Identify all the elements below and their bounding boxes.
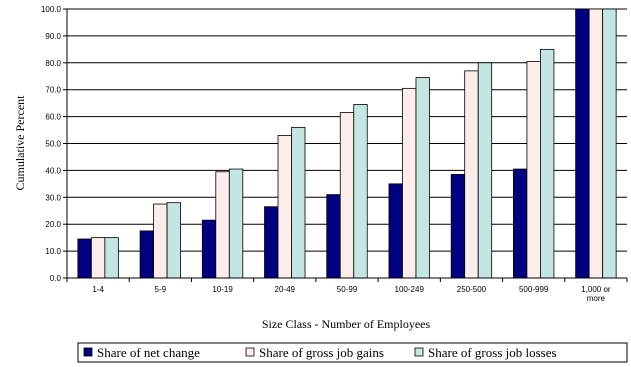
legend-label: Share of gross job gains [259,345,384,360]
bar [104,237,119,279]
bar [326,194,341,279]
y-tick-label: 80.0 [45,59,61,68]
y-tick-label: 0.0 [50,274,62,283]
legend-box [77,342,628,363]
bar [264,206,279,279]
x-tick-label: 1-4 [92,285,104,294]
x-tick-label: 10-19 [212,285,233,294]
bar [540,48,555,279]
axes [63,8,628,282]
y-tick-label: 30.0 [45,193,61,202]
bar [277,135,292,279]
legend-swatch [83,347,93,357]
legend: Share of net change Share of gross job ga… [77,342,628,363]
y-tick-label: 10.0 [45,247,61,256]
x-tick-labels: 1-4 5-9 10-19 20-49 50-99 100-249 250-500 500-9… [92,285,611,303]
x-tick-label: 100-249 [395,285,425,294]
bar [526,61,541,279]
bar [464,70,479,279]
bar [339,112,355,279]
legend-label: Share of net change [97,345,200,360]
bar [513,168,528,279]
y-tick-label: 70.0 [45,86,61,95]
bar [201,219,217,279]
x-tick-label: 500-999 [519,285,549,294]
bar [575,8,590,279]
y-tick-label: 20.0 [45,220,61,229]
bar [166,202,181,279]
legend-swatch [245,347,255,357]
y-tick-label: 50.0 [45,140,61,149]
bar [477,62,493,279]
bars [77,8,617,279]
x-tick-label: 250-500 [457,285,487,294]
bar [139,230,154,279]
bar [415,77,430,279]
y-axis-title: Cumulative Percent [13,95,27,191]
x-axis-title: Size Class - Number of Employees [262,317,431,331]
bar [388,183,403,279]
x-tick-label: 5-9 [155,285,167,294]
y-tick-labels: 0.0 10.0 20.0 30.0 40.0 50.0 60.0 70.0 80.0 90.0 1… [41,5,62,283]
bar [215,171,230,279]
y-tick-label: 60.0 [45,113,61,122]
x-tick-label: 1,000 or more [581,285,611,303]
bar [77,238,92,279]
y-tick-label: 40.0 [45,166,61,175]
x-tick-label: 20-49 [275,285,296,294]
bar [402,87,417,279]
y-tick-label: 100.0 [41,5,62,14]
bar [602,8,617,279]
legend-label: Share of gross job losses [428,345,557,360]
bar [291,126,306,279]
bar [353,104,368,279]
bar [90,237,106,279]
bar [153,203,168,279]
x-tick-label: 50-99 [337,285,358,294]
bar [228,168,244,279]
y-tick-label: 90.0 [45,32,61,41]
legend-swatch [414,347,424,357]
bar [450,174,466,279]
bar [588,8,604,279]
